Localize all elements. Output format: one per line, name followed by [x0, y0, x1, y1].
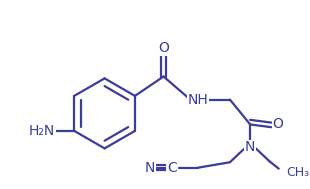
- Text: O: O: [272, 117, 283, 131]
- Text: H₂N: H₂N: [29, 124, 55, 138]
- Text: N: N: [144, 161, 155, 175]
- Text: C: C: [167, 161, 177, 175]
- Text: O: O: [158, 41, 169, 55]
- Text: N: N: [245, 140, 255, 154]
- Text: CH₃: CH₃: [286, 166, 309, 179]
- Text: NH: NH: [187, 93, 208, 107]
